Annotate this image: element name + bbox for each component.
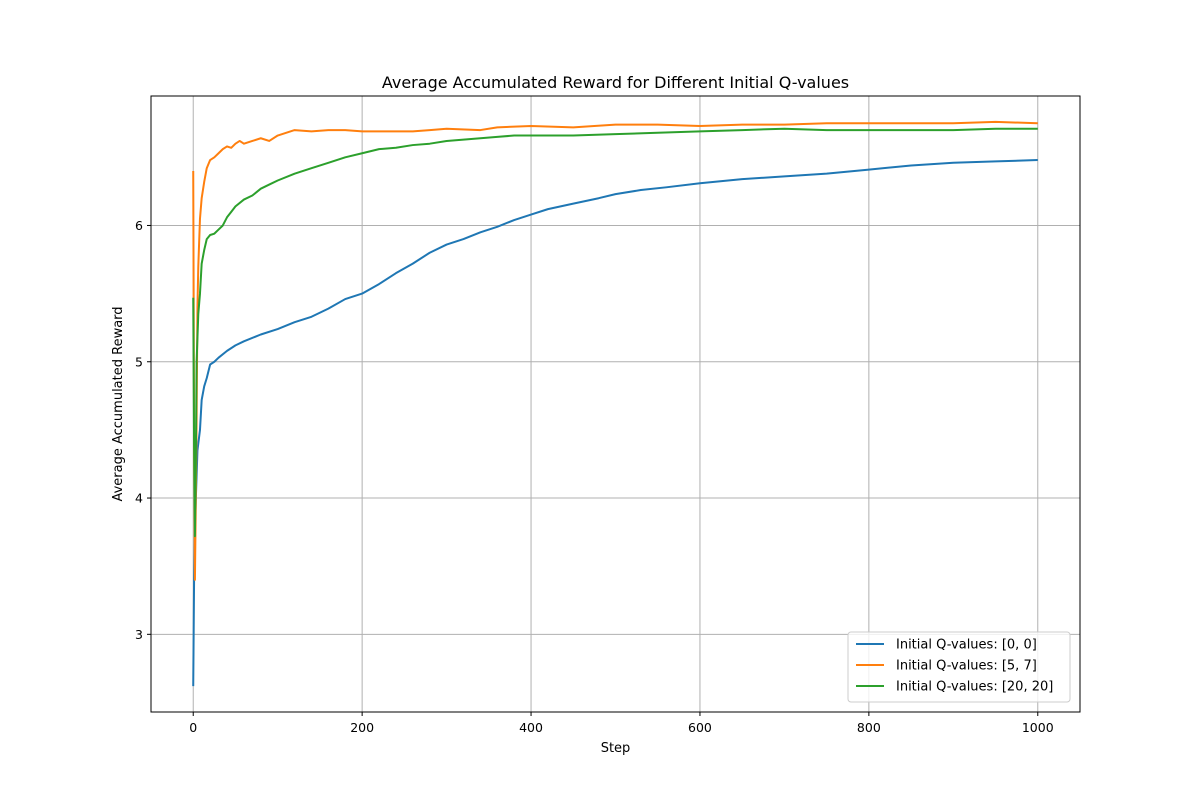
- axis-ticks: 0 200 400 600 800 1000 3 4 5 6: [135, 218, 1054, 735]
- x-tick-label: 400: [519, 720, 543, 735]
- y-tick-label: 3: [135, 627, 143, 642]
- x-tick-label: 600: [688, 720, 712, 735]
- plot-area-frame: [150, 95, 1081, 713]
- series-line-2: [192, 120, 1038, 581]
- legend-box: [847, 631, 1071, 703]
- legend: Initial Q-values: [0, 0] Initial Q-values…: [847, 631, 1071, 703]
- series-lines: [192, 120, 1038, 687]
- x-axis-label: Step: [601, 741, 631, 756]
- legend-entry: Initial Q-values: [0, 0]: [896, 638, 1037, 653]
- x-tick-label: 800: [857, 720, 881, 735]
- grid: [151, 96, 1080, 712]
- x-tick-label: 0: [189, 720, 197, 735]
- y-tick-label: 4: [135, 491, 143, 506]
- chart-title: Average Accumulated Reward for Different…: [382, 73, 849, 92]
- x-tick-label: 1000: [1022, 720, 1054, 735]
- x-tick-label: 200: [350, 720, 374, 735]
- y-tick-label: 6: [135, 218, 143, 233]
- series-line-1: [192, 159, 1038, 687]
- y-axis-label: Average Accumulated Reward: [111, 306, 126, 501]
- series-line-3: [192, 127, 1038, 538]
- legend-entry: Initial Q-values: [5, 7]: [896, 659, 1037, 674]
- y-tick-label: 5: [135, 354, 143, 369]
- legend-entry: Initial Q-values: [20, 20]: [896, 680, 1053, 695]
